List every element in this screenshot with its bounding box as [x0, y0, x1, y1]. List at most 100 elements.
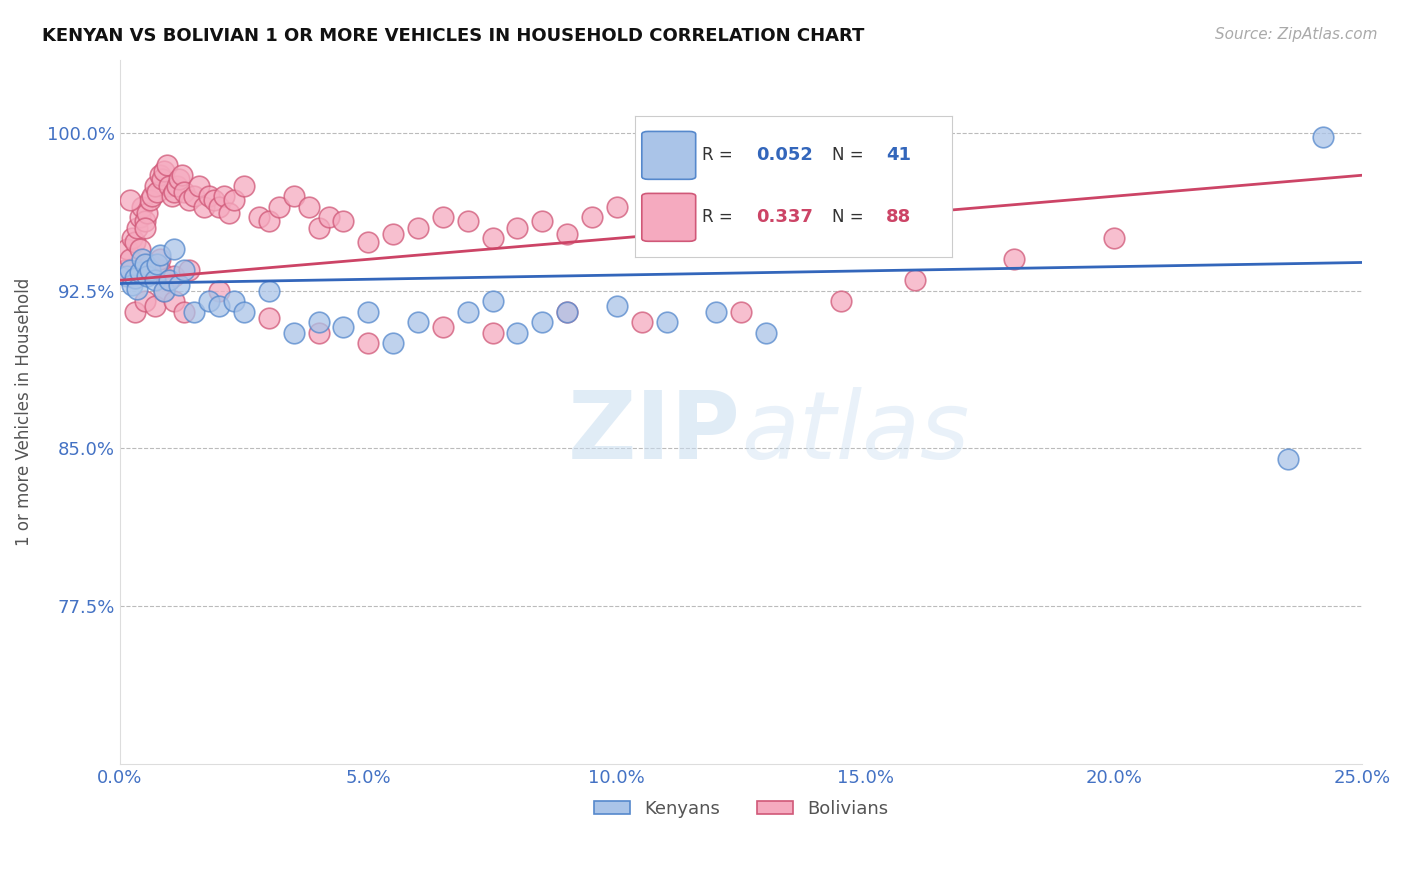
Point	[166, 178, 188, 193]
Point	[247, 211, 270, 225]
Point	[163, 242, 186, 256]
Point	[357, 336, 380, 351]
Point	[124, 305, 146, 319]
Point	[179, 194, 201, 208]
Point	[134, 256, 156, 270]
Point	[121, 231, 143, 245]
Point	[143, 299, 166, 313]
Point	[904, 273, 927, 287]
Point	[138, 256, 160, 270]
Point	[163, 294, 186, 309]
Point	[655, 211, 678, 225]
Point	[555, 305, 578, 319]
Point	[406, 220, 429, 235]
Point	[208, 299, 231, 313]
Point	[173, 185, 195, 199]
Point	[506, 220, 529, 235]
Point	[606, 200, 628, 214]
Text: ZIP: ZIP	[568, 387, 741, 479]
Point	[134, 214, 156, 228]
Point	[153, 284, 176, 298]
Point	[222, 194, 245, 208]
Point	[755, 326, 778, 340]
Point	[163, 269, 186, 284]
Point	[131, 252, 153, 267]
Point	[212, 189, 235, 203]
Point	[198, 294, 221, 309]
Point	[1102, 231, 1125, 245]
Point	[143, 273, 166, 287]
Point	[127, 220, 149, 235]
Point	[804, 178, 827, 193]
Text: Source: ZipAtlas.com: Source: ZipAtlas.com	[1215, 27, 1378, 42]
Legend: Kenyans, Bolivians: Kenyans, Bolivians	[586, 793, 896, 825]
Point	[208, 284, 231, 298]
Point	[170, 168, 193, 182]
Point	[146, 185, 169, 199]
Point	[257, 284, 280, 298]
Point	[208, 200, 231, 214]
Point	[141, 189, 163, 203]
Point	[115, 269, 138, 284]
Point	[148, 252, 170, 267]
Point	[506, 326, 529, 340]
Point	[124, 271, 146, 285]
Point	[193, 200, 215, 214]
Point	[257, 214, 280, 228]
Point	[332, 319, 354, 334]
Point	[163, 185, 186, 199]
Point	[357, 305, 380, 319]
Point	[555, 305, 578, 319]
Point	[136, 206, 159, 220]
Point	[218, 206, 240, 220]
Point	[169, 172, 191, 186]
Point	[308, 315, 330, 329]
Point	[188, 178, 211, 193]
Point	[283, 326, 305, 340]
Point	[382, 336, 405, 351]
Point	[1312, 130, 1334, 145]
Point	[160, 189, 183, 203]
Point	[318, 211, 340, 225]
Point	[457, 305, 479, 319]
Point	[630, 315, 652, 329]
Point	[128, 242, 150, 256]
Point	[156, 158, 179, 172]
Y-axis label: 1 or more Vehicles in Household: 1 or more Vehicles in Household	[15, 277, 32, 546]
Point	[118, 262, 141, 277]
Point	[134, 294, 156, 309]
Point	[531, 315, 554, 329]
Point	[124, 235, 146, 250]
Point	[298, 200, 321, 214]
Point	[681, 200, 703, 214]
Point	[173, 262, 195, 277]
Point	[382, 227, 405, 241]
Point	[308, 326, 330, 340]
Point	[159, 273, 181, 287]
Point	[131, 200, 153, 214]
Point	[148, 248, 170, 262]
Point	[148, 168, 170, 182]
Point	[183, 189, 205, 203]
Point	[159, 273, 181, 287]
Point	[148, 262, 170, 277]
Point	[283, 189, 305, 203]
Point	[134, 220, 156, 235]
Point	[202, 194, 225, 208]
Text: atlas: atlas	[741, 387, 969, 478]
Point	[406, 315, 429, 329]
Point	[1004, 252, 1026, 267]
Point	[308, 220, 330, 235]
Point	[531, 214, 554, 228]
Point	[581, 211, 603, 225]
Point	[755, 200, 778, 214]
Point	[198, 189, 221, 203]
Point	[481, 294, 503, 309]
Point	[114, 262, 136, 277]
Point	[830, 294, 852, 309]
Point	[128, 265, 150, 279]
Point	[481, 231, 503, 245]
Point	[432, 319, 454, 334]
Text: KENYAN VS BOLIVIAN 1 OR MORE VEHICLES IN HOUSEHOLD CORRELATION CHART: KENYAN VS BOLIVIAN 1 OR MORE VEHICLES IN…	[42, 27, 865, 45]
Point	[233, 178, 256, 193]
